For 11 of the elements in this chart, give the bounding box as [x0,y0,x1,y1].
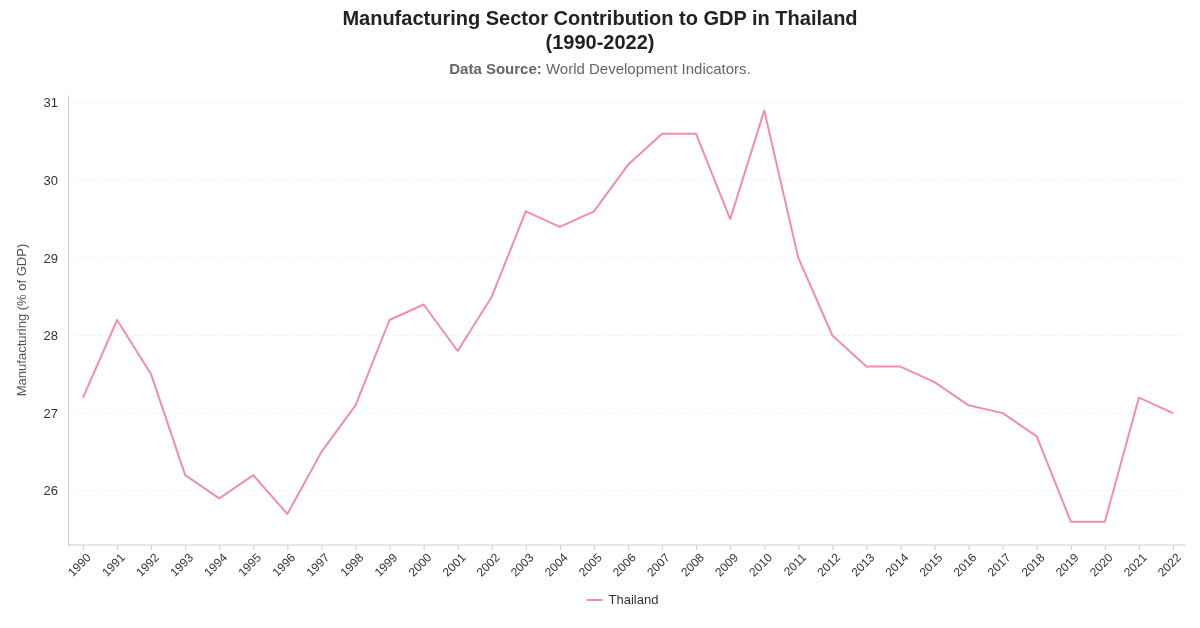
y-tick-label: 28 [43,328,58,344]
y-tick-label: 29 [43,250,58,266]
chart-subtitle: Data Source: World Development Indicators. [449,60,751,77]
y-axis-title: Manufacturing (% of GDP) [14,243,29,397]
chart-title: Manufacturing Sector Contribution to GDP in Thailand (1990-2022) [342,7,858,53]
legend-label: Thailand [608,592,659,607]
y-tick-label: 31 [43,95,58,111]
y-tick-label: 26 [43,483,58,499]
line-series [82,109,1174,523]
y-tick-label: 30 [43,173,58,188]
y-tick-label: 27 [43,405,58,421]
